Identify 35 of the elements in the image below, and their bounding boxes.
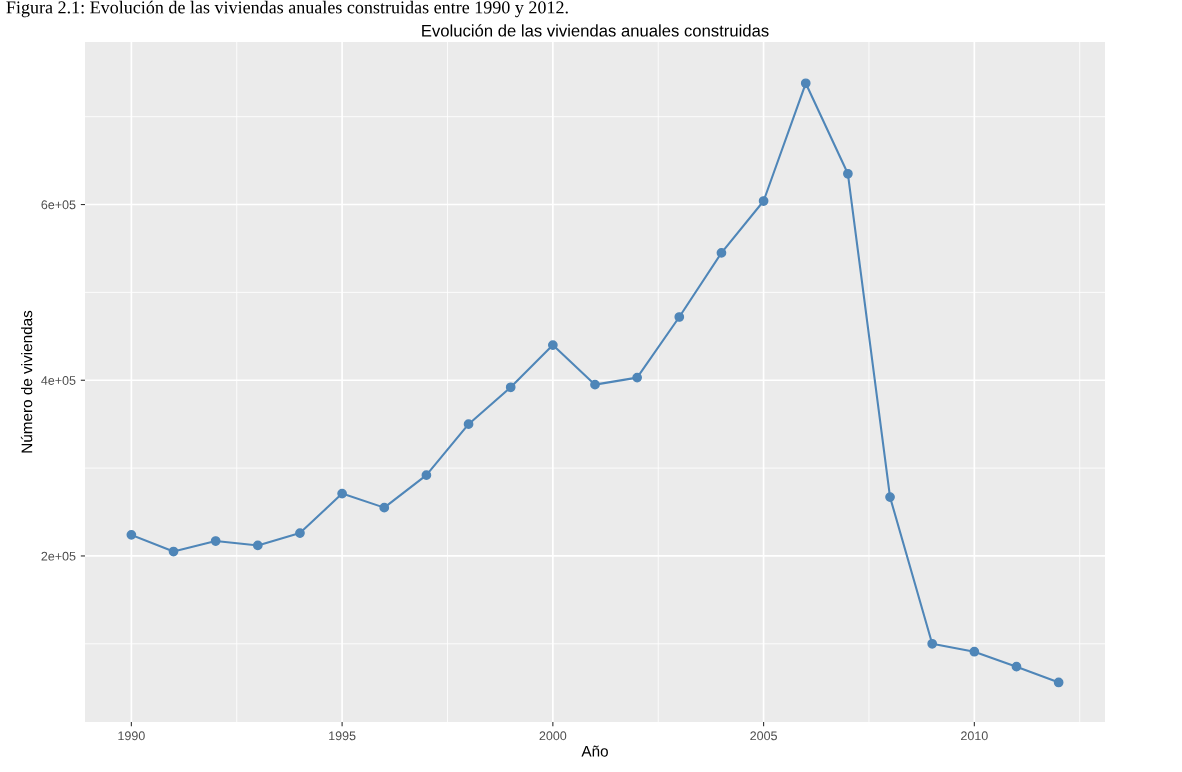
- point: [927, 638, 938, 649]
- y-tick-label: 4e+05: [41, 376, 76, 385]
- text: Figura 2.1: Evolución de las viviendas anuales construidas entre 1990 y 2012.: [6, 0, 568, 18]
- point: [337, 488, 347, 499]
- point: [885, 492, 895, 502]
- point: [716, 247, 727, 258]
- point: [758, 196, 769, 206]
- point: [969, 646, 980, 657]
- point: [379, 502, 390, 513]
- point: [421, 470, 432, 480]
- y-tick-label: 6e+05: [41, 200, 76, 210]
- x-tick-label: 2000: [539, 731, 567, 741]
- point: [463, 419, 474, 430]
- point: [126, 530, 137, 540]
- point: [210, 536, 221, 546]
- point: [168, 546, 179, 557]
- x-tick-label: 2010: [961, 731, 988, 741]
- point: [547, 340, 558, 350]
- y-axis-title: Número de viviendas: [20, 310, 33, 453]
- x-tick-label: 1990: [118, 731, 145, 741]
- y-tick-label: 2e+05: [41, 551, 76, 561]
- point: [800, 78, 811, 89]
- point: [1053, 677, 1064, 688]
- point: [252, 540, 263, 551]
- point: [843, 168, 853, 179]
- point: [590, 379, 600, 390]
- point: [295, 528, 305, 538]
- x-tick-label: 2005: [750, 731, 777, 741]
- point: [674, 312, 685, 322]
- x-tick-label: 1995: [329, 731, 356, 741]
- point: [505, 382, 516, 393]
- point: [1011, 661, 1022, 672]
- chart-title: Evolución de las viviendas anuales construidas: [422, 24, 769, 37]
- point: [632, 372, 643, 383]
- x-axis-title: Año: [581, 745, 608, 757]
